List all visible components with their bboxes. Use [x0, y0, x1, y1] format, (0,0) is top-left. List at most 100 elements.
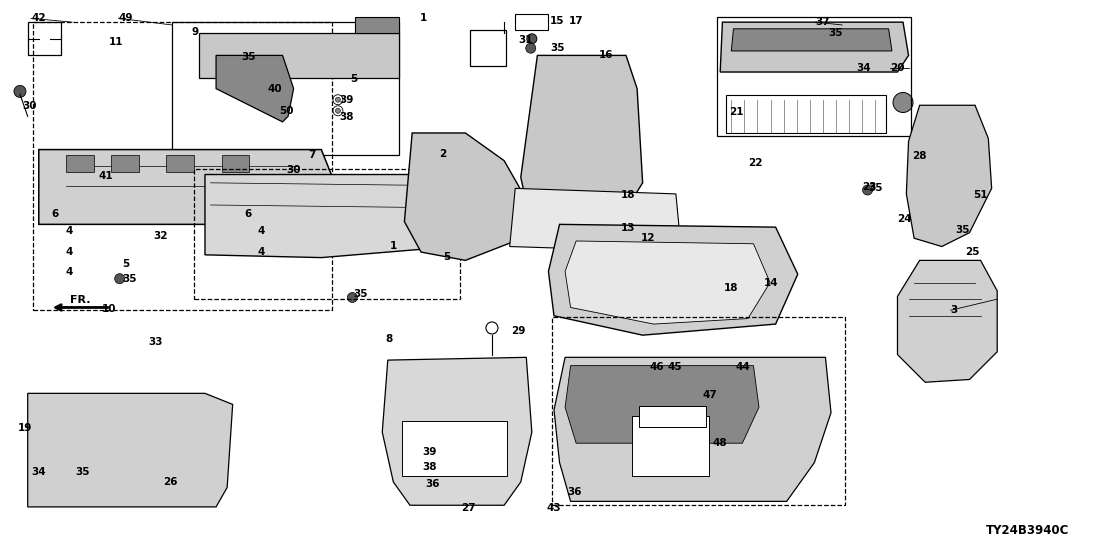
Text: 1: 1 — [390, 241, 398, 251]
Polygon shape — [111, 155, 138, 172]
Polygon shape — [216, 55, 294, 122]
Polygon shape — [639, 406, 706, 427]
Text: FR.: FR. — [70, 295, 90, 305]
Text: 20: 20 — [890, 63, 904, 73]
Bar — [402, 421, 507, 476]
Text: 31: 31 — [519, 35, 533, 45]
Text: 18: 18 — [724, 283, 738, 293]
Polygon shape — [565, 366, 759, 443]
Circle shape — [114, 274, 125, 284]
Circle shape — [479, 40, 496, 58]
Circle shape — [418, 447, 429, 456]
Text: 38: 38 — [339, 112, 353, 122]
Polygon shape — [510, 188, 681, 252]
Text: 25: 25 — [965, 247, 979, 257]
Circle shape — [269, 206, 285, 221]
Text: 11: 11 — [109, 37, 123, 47]
Text: 13: 13 — [620, 223, 635, 233]
Text: 16: 16 — [598, 50, 613, 60]
Text: 48: 48 — [712, 438, 727, 448]
Text: 47: 47 — [702, 390, 717, 400]
Text: 6: 6 — [245, 209, 253, 219]
Text: 29: 29 — [511, 326, 525, 336]
Text: 49: 49 — [119, 13, 133, 23]
Polygon shape — [28, 393, 233, 507]
Text: 42: 42 — [31, 13, 45, 23]
Text: 8: 8 — [386, 334, 393, 344]
Polygon shape — [66, 155, 94, 172]
Text: TY24B3940C: TY24B3940C — [986, 525, 1069, 537]
Circle shape — [224, 53, 235, 63]
Text: 4: 4 — [257, 226, 265, 236]
Text: 44: 44 — [736, 362, 750, 372]
Text: 35: 35 — [75, 467, 90, 477]
Polygon shape — [554, 357, 831, 501]
Text: 35: 35 — [122, 274, 136, 284]
Text: 12: 12 — [640, 233, 655, 243]
Circle shape — [822, 28, 833, 38]
Polygon shape — [543, 62, 565, 80]
Text: 39: 39 — [339, 95, 353, 105]
Text: 35: 35 — [829, 28, 843, 38]
Text: 7: 7 — [308, 150, 316, 160]
Polygon shape — [731, 29, 892, 51]
Text: 36: 36 — [425, 479, 440, 489]
Text: 35: 35 — [242, 52, 256, 61]
Circle shape — [332, 95, 343, 105]
Text: 30: 30 — [286, 165, 300, 175]
Text: 9: 9 — [192, 27, 198, 37]
Circle shape — [421, 449, 425, 454]
Circle shape — [325, 206, 340, 221]
Text: 30: 30 — [22, 101, 37, 111]
Text: 15: 15 — [550, 16, 564, 26]
Bar — [515, 14, 548, 30]
Circle shape — [336, 108, 340, 114]
Polygon shape — [521, 55, 643, 244]
Text: 35: 35 — [869, 183, 883, 193]
Polygon shape — [382, 357, 532, 505]
Circle shape — [486, 322, 497, 334]
Text: 51: 51 — [973, 190, 987, 200]
Text: 36: 36 — [567, 487, 582, 497]
Polygon shape — [897, 260, 997, 382]
Text: 10: 10 — [102, 304, 116, 314]
Text: 45: 45 — [667, 362, 681, 372]
Polygon shape — [548, 224, 798, 335]
Text: 39: 39 — [422, 447, 437, 457]
Circle shape — [934, 343, 945, 355]
Text: 46: 46 — [649, 362, 664, 372]
Circle shape — [526, 34, 537, 44]
Circle shape — [418, 458, 429, 468]
Polygon shape — [404, 133, 526, 260]
Polygon shape — [565, 241, 770, 324]
Polygon shape — [720, 22, 909, 72]
Circle shape — [88, 450, 101, 464]
Text: 4: 4 — [65, 226, 73, 236]
Text: 4: 4 — [65, 247, 73, 257]
Text: 41: 41 — [99, 171, 113, 181]
Text: 3: 3 — [951, 305, 958, 315]
Text: 50: 50 — [279, 106, 294, 116]
Text: 27: 27 — [461, 503, 475, 513]
Text: 22: 22 — [748, 158, 762, 168]
Circle shape — [80, 443, 109, 471]
Circle shape — [68, 471, 79, 481]
Text: 5: 5 — [443, 252, 451, 261]
Circle shape — [336, 97, 340, 102]
Text: 5: 5 — [122, 259, 130, 269]
Text: 34: 34 — [856, 63, 871, 73]
Text: 17: 17 — [568, 16, 583, 26]
Circle shape — [14, 85, 25, 98]
Text: 28: 28 — [912, 151, 926, 161]
Circle shape — [862, 185, 873, 195]
Polygon shape — [355, 17, 399, 33]
Circle shape — [347, 293, 358, 302]
Bar — [194, 169, 460, 299]
Text: 43: 43 — [546, 503, 561, 513]
Bar — [552, 317, 845, 505]
Text: 5: 5 — [350, 74, 358, 84]
Circle shape — [525, 43, 536, 53]
Polygon shape — [906, 105, 992, 247]
Text: 26: 26 — [163, 477, 177, 487]
Polygon shape — [39, 150, 332, 224]
